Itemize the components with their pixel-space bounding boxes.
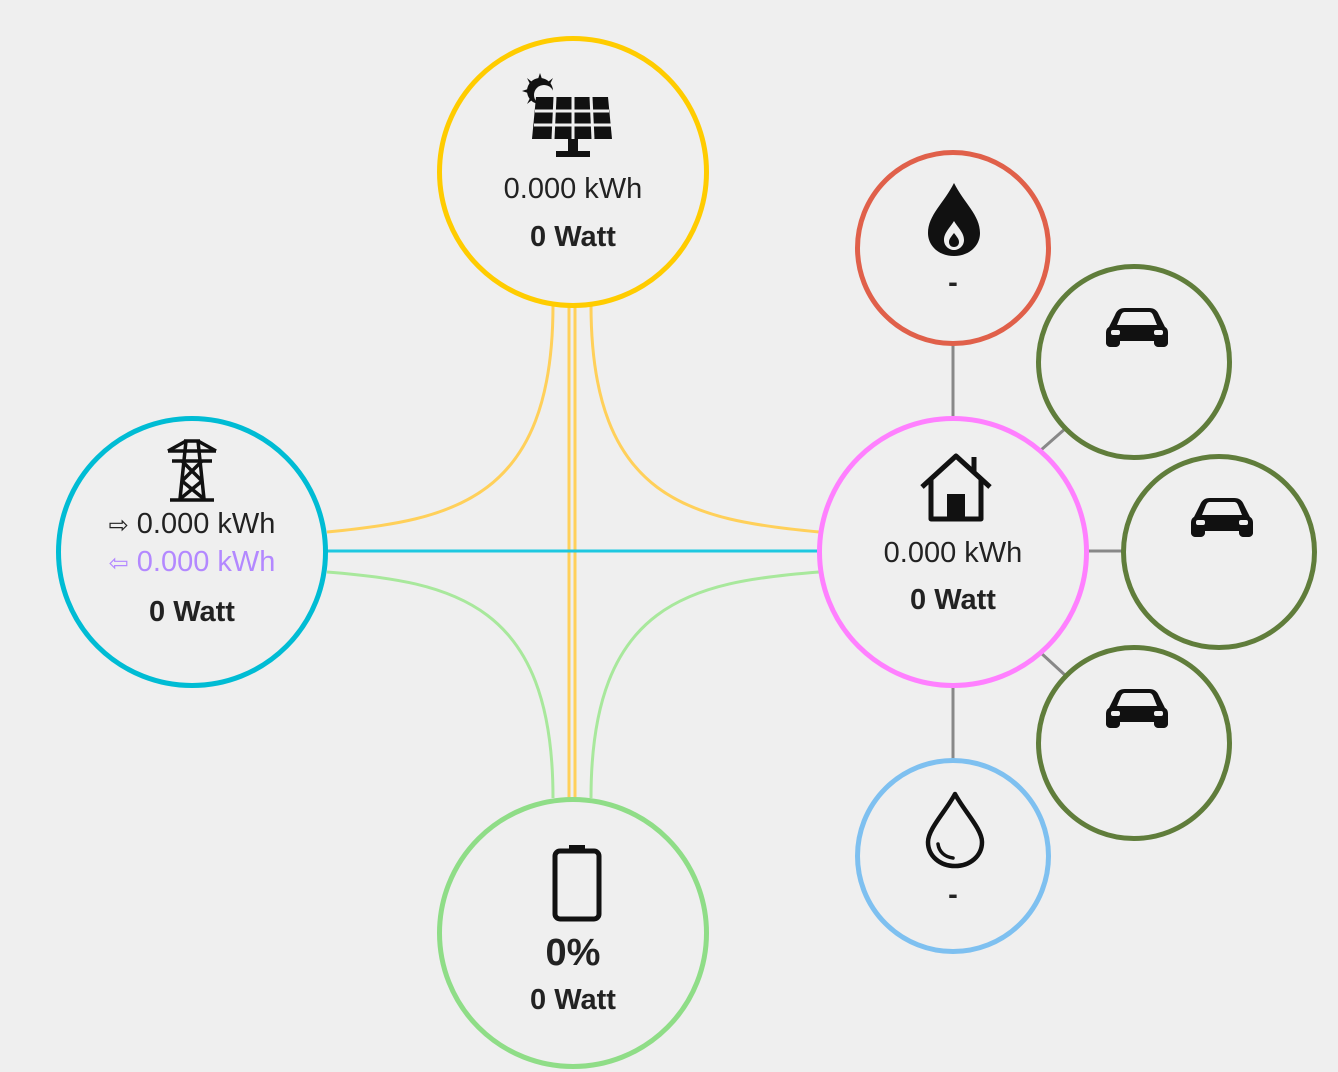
car-icon [1191,498,1253,537]
solar-power: 0 Watt [530,221,616,253]
grid-export-arrow-icon: ⇦ [108,550,129,577]
gas-value: - [948,267,958,299]
water-value: - [948,879,958,911]
solar-node[interactable]: 0.000 kWh 0 Watt [437,36,709,308]
grid-import-row: ⇨ 0.000 kWh [61,508,323,541]
grid-node[interactable]: ⇨ 0.000 kWh ⇦ 0.000 kWh 0 Watt [56,416,328,688]
flow-battery-to-home [589,570,820,799]
battery-icon [552,845,602,922]
gas-node[interactable]: - [855,150,1051,346]
ev-node-3[interactable] [1036,645,1232,841]
fire-icon [928,183,980,256]
grid-export-row: ⇦ 0.000 kWh [61,546,323,579]
grid-import-arrow-icon: ⇨ [108,512,129,539]
link-home-ev-1 [1040,426,1067,452]
battery-level: 0% [545,932,601,974]
ev-node-1[interactable] [1036,264,1232,460]
grid-import-energy: 0.000 kWh [136,508,276,540]
transmission-tower-icon [167,439,217,502]
car-icon [1106,308,1168,347]
water-node[interactable]: - [855,758,1051,954]
home-node[interactable]: 0.000 kWh 0 Watt [817,416,1089,688]
battery-power: 0 Watt [530,984,616,1016]
car-icon [1106,689,1168,728]
solar-energy: 0.000 kWh [503,173,643,205]
flow-solar-to-home [589,304,820,534]
grid-export-energy: 0.000 kWh [136,546,276,578]
grid-power: 0 Watt [149,596,235,628]
flow-solar-to-grid [326,304,555,534]
home-energy: 0.000 kWh [883,537,1023,569]
home-power: 0 Watt [910,584,996,616]
link-home-ev-3 [1039,651,1068,678]
flow-battery-to-grid [326,570,555,799]
water-drop-icon [925,791,985,869]
battery-node[interactable]: 0% 0 Watt [437,797,709,1069]
solar-panel-icon [522,73,612,157]
ev-node-2[interactable] [1121,454,1317,650]
home-icon [920,453,992,522]
